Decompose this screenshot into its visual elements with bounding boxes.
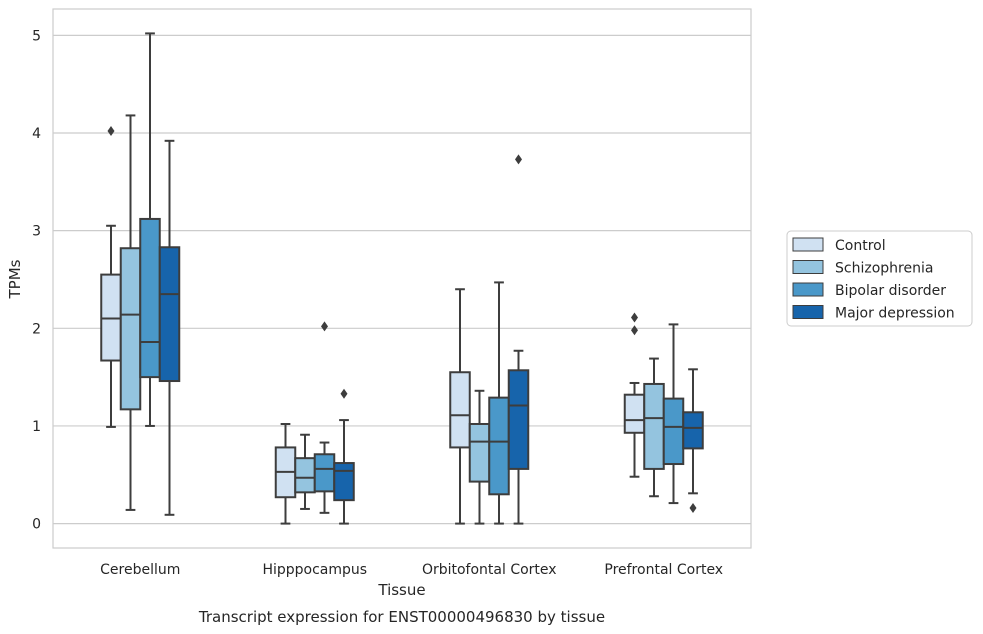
iqr-box xyxy=(158,246,181,383)
box-schizophrenia xyxy=(294,433,316,510)
outlier-marker xyxy=(340,388,348,399)
legend-label: Bipolar disorder xyxy=(835,283,946,299)
y-tick-label: 4 xyxy=(32,126,41,142)
box-major-depression xyxy=(682,368,704,513)
box-bipolar-disorder xyxy=(139,32,161,427)
box-control xyxy=(623,312,646,478)
x-axis-label: Tissue xyxy=(377,581,425,599)
box-control xyxy=(274,422,297,525)
iqr-box xyxy=(662,397,685,466)
box-groups xyxy=(100,32,704,525)
iqr-box xyxy=(119,247,142,411)
iqr-box xyxy=(488,396,510,496)
legend-swatch xyxy=(792,260,824,274)
x-tick-label: Prefrontal Cortex xyxy=(604,562,723,578)
box-bipolar-disorder xyxy=(488,281,510,525)
box-control xyxy=(100,126,122,428)
legend-frame xyxy=(786,230,973,327)
iqr-box xyxy=(468,422,491,483)
box-schizophrenia xyxy=(643,357,665,498)
legend-label: Schizophrenia xyxy=(835,261,933,277)
y-tick-label: 3 xyxy=(32,224,41,240)
box-control xyxy=(449,288,471,525)
plot-frame xyxy=(52,8,752,549)
legend-swatch xyxy=(792,305,824,319)
iqr-box xyxy=(682,411,704,450)
outlier-marker xyxy=(631,325,638,336)
outlier-marker xyxy=(515,154,522,165)
legend: Control Schizophrenia Bipolar disorder Majo… xyxy=(786,230,973,327)
box-bipolar-disorder xyxy=(662,323,685,505)
outlier-marker xyxy=(689,502,697,513)
x-tick-label: Hipppocampus xyxy=(262,562,367,578)
legend-label: Major depression xyxy=(835,306,955,322)
box-bipolar-disorder xyxy=(313,321,336,514)
y-axis-label: TPMs xyxy=(6,259,24,299)
legend-label: Control xyxy=(835,238,886,254)
box-major-depression xyxy=(158,139,181,516)
box-major-depression xyxy=(333,388,355,525)
y-tick-label: 2 xyxy=(32,321,41,337)
iqr-box xyxy=(294,457,316,494)
y-axis-ticks: 0 1 2 3 4 5 xyxy=(32,28,41,532)
y-tick-label: 1 xyxy=(32,419,41,435)
outlier-marker xyxy=(321,321,328,332)
box-schizophrenia xyxy=(468,389,491,525)
iqr-box xyxy=(313,453,336,493)
x-axis-ticks: Cerebellum Hipppocampus Orbitofontal Corte… xyxy=(100,562,723,578)
iqr-box xyxy=(333,462,355,502)
box-schizophrenia xyxy=(119,114,142,511)
chart-caption: Transcript expression for ENST0000049683… xyxy=(198,608,605,626)
iqr-box xyxy=(139,217,161,379)
iqr-box xyxy=(643,382,665,470)
iqr-box xyxy=(623,393,646,434)
y-tick-label: 5 xyxy=(32,28,41,44)
y-tick-label: 0 xyxy=(32,517,41,533)
outlier-marker xyxy=(631,312,638,323)
x-tick-label: Orbitofontal Cortex xyxy=(422,562,557,578)
x-tick-label: Cerebellum xyxy=(100,562,180,578)
legend-swatch xyxy=(792,282,824,297)
iqr-box xyxy=(449,371,471,449)
box-major-depression xyxy=(507,154,530,525)
outlier-marker xyxy=(107,126,115,137)
iqr-box xyxy=(507,369,530,470)
legend-swatch xyxy=(792,237,824,252)
